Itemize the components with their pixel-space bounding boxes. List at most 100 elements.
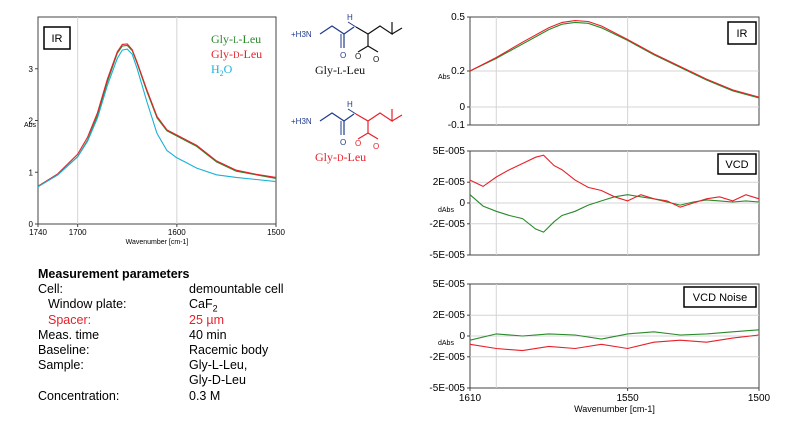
y-tick-label: 0	[459, 102, 465, 113]
param-row: Spacer: 25 µm	[38, 313, 338, 328]
amide-nh: H	[347, 13, 353, 22]
y-axis-label: dAbs	[438, 340, 454, 347]
x-axis-label: Wavenumber [cm-1]	[126, 239, 189, 246]
series-line	[469, 194, 760, 233]
legend-entry: Gly-D-Leu	[211, 47, 262, 61]
panel-label-box	[683, 286, 757, 308]
backbone-bond	[319, 25, 345, 48]
amide-bond	[343, 26, 355, 35]
y-tick-label: 2	[29, 117, 34, 126]
y-tick-label: 1	[29, 168, 34, 177]
param-value: demountable cell	[189, 282, 284, 297]
vcd-chart: 5E-005 2E-005 0 -2E-005 -5E-005 dAbs VCD	[429, 146, 760, 261]
y-tick-label: 0	[459, 198, 465, 209]
amide-bond	[343, 113, 355, 122]
x-tick-label: 1600	[168, 228, 186, 237]
x-tick-label: 1740	[29, 228, 47, 237]
param-key: Cell:	[38, 282, 64, 297]
y-tick-label: -5E-005	[429, 383, 465, 394]
x-axis-label: Wavenumber [cm-1]	[574, 404, 655, 414]
y-tick-label: -2E-005	[429, 352, 465, 363]
param-key: Baseline:	[38, 342, 90, 357]
param-value: Gly-L-Leu,	[189, 358, 248, 373]
legend-entry: Gly-L-Leu	[211, 32, 261, 46]
y-tick-label: 3	[29, 65, 34, 74]
param-value: 0.3 M	[189, 388, 221, 403]
params-title: Measurement parameters	[38, 267, 190, 281]
amine-label: +H3N	[291, 30, 312, 39]
series-line	[37, 48, 277, 188]
series-line	[469, 20, 760, 98]
x-tick-label: 1700	[69, 228, 87, 237]
param-row: Sample: Gly-L-Leu,	[38, 358, 338, 373]
param-value: 40 min	[189, 327, 227, 342]
carboxylate-oxygen-2: O	[355, 139, 361, 148]
param-row: Window plate: CaF2	[38, 297, 338, 314]
param-value: 25 µm	[189, 312, 224, 327]
series-line	[469, 329, 760, 341]
param-key: Window plate:	[48, 297, 127, 312]
carbonyl-oxygen: O	[340, 138, 346, 147]
legend-entry: H2O	[211, 62, 233, 78]
param-key: Meas. time	[38, 327, 100, 342]
panel-label: IR	[737, 28, 748, 40]
y-tick-label: 0.5	[451, 12, 465, 23]
carbonyl-oxygen: O	[340, 51, 346, 60]
panel-label: VCD	[725, 159, 748, 171]
carboxylate-oxygen: O	[373, 142, 379, 151]
y-axis-label: Abs	[24, 122, 37, 129]
panel-label-box	[717, 153, 757, 175]
x-tick-label: 1550	[617, 393, 640, 404]
param-row: Meas. time 40 min	[38, 328, 338, 343]
carboxylate-oxygen: O	[373, 55, 379, 64]
carboxylate-oxygen-2: O	[355, 52, 361, 61]
backbone-bond	[319, 112, 345, 135]
y-tick-label: 0.2	[451, 66, 465, 77]
x-tick-label: 1500	[267, 228, 285, 237]
param-key: Sample:	[38, 358, 84, 373]
panel-label: VCD Noise	[693, 292, 747, 304]
ir-right-chart: 0.5 0.2 0 -0.1 Abs IR	[438, 12, 760, 131]
y-axis-label: dAbs	[438, 207, 454, 214]
y-axis-label: Abs	[438, 74, 451, 81]
param-value: Racemic body	[189, 342, 269, 357]
nh-bond	[347, 108, 357, 115]
y-tick-label: -0.1	[448, 120, 466, 131]
series-line	[469, 334, 760, 352]
param-value: Gly-D-Leu	[189, 373, 246, 388]
nh-bond	[347, 21, 357, 28]
param-row: Gly-D-Leu	[38, 373, 338, 388]
molecule-name: Gly-D-Leu	[315, 150, 366, 164]
panel-label-box	[727, 21, 757, 45]
ir-left-chart: 0 1 2 3 1740 1700 1600 1500 Wavenumber [cm-1] Abs…	[24, 16, 285, 246]
param-row: Cell: demountable cell	[38, 282, 338, 297]
y-tick-label: 2E-005	[433, 310, 466, 321]
y-tick-label: 0	[29, 220, 34, 229]
y-tick-label: -2E-005	[429, 219, 465, 230]
y-tick-label: 0	[459, 331, 465, 342]
molecule-name: Gly-L-Leu	[315, 63, 365, 77]
leucine-side-chain	[355, 22, 403, 53]
amine-label: +H3N	[291, 117, 312, 126]
param-value: CaF2	[189, 297, 218, 314]
y-tick-label: 2E-005	[433, 177, 466, 188]
y-tick-label: 5E-005	[433, 146, 466, 157]
series-line	[469, 21, 760, 99]
param-row: Concentration: 0.3 M	[38, 389, 338, 404]
series-line	[37, 43, 277, 187]
y-tick-label: -5E-005	[429, 250, 465, 261]
panel-label-box	[43, 26, 71, 50]
y-tick-label: 5E-005	[433, 279, 466, 290]
param-key: Concentration:	[38, 388, 120, 403]
panel-label: IR	[52, 33, 63, 45]
amide-nh: H	[347, 100, 353, 109]
param-row: Baseline: Racemic body	[38, 343, 338, 358]
series-line	[469, 154, 760, 208]
measurement-parameters: Measurement parameters Cell: demountable …	[38, 267, 338, 404]
x-tick-label: 1610	[459, 393, 482, 404]
